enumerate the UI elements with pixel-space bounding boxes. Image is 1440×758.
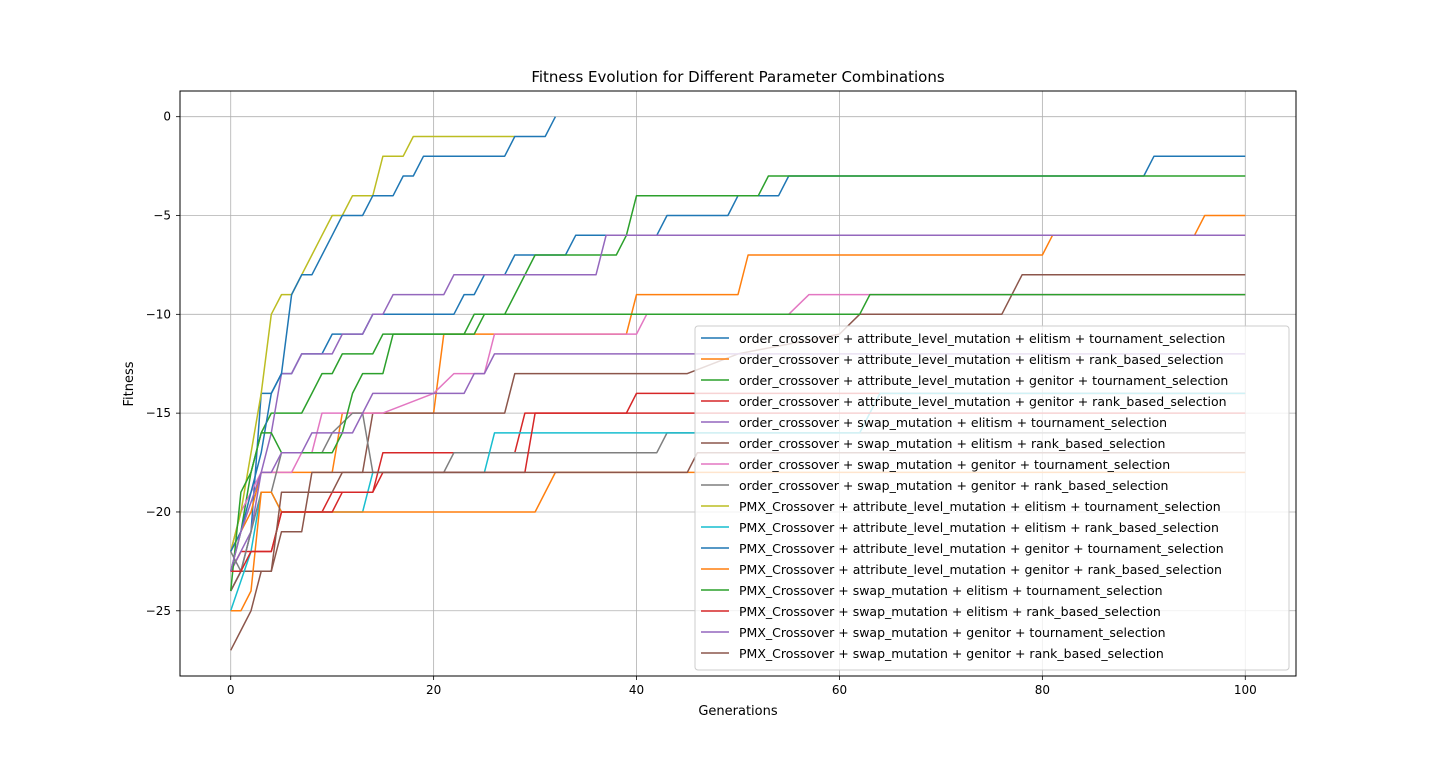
x-tick-label: 20 xyxy=(426,683,441,697)
y-axis-ticks: 0 −5 −10 −15 −20 −25 xyxy=(146,110,180,618)
legend-label: PMX_Crossover + attribute_level_mutation… xyxy=(739,541,1224,556)
legend: order_crossover + attribute_level_mutati… xyxy=(694,325,1290,671)
legend-label: PMX_Crossover + swap_mutation + elitism … xyxy=(739,583,1163,598)
series-line-13 xyxy=(229,293,1246,592)
x-axis-ticks: 0 20 40 60 80 100 xyxy=(227,676,1257,697)
legend-label: order_crossover + attribute_level_mutati… xyxy=(739,394,1227,409)
legend-label: PMX_Crossover + attribute_level_mutation… xyxy=(739,562,1222,577)
series-line-15 xyxy=(229,353,1246,572)
legend-label: order_crossover + swap_mutation + genito… xyxy=(739,457,1170,472)
y-tick-label: −25 xyxy=(146,604,171,618)
series-line-16 xyxy=(230,451,1246,651)
y-tick-label: −10 xyxy=(146,307,171,321)
x-tick-label: 80 xyxy=(1035,683,1050,697)
legend-label: order_crossover + attribute_level_mutati… xyxy=(739,352,1224,367)
series-line-9 xyxy=(229,135,515,552)
series-line-5 xyxy=(230,234,1246,572)
series-lines xyxy=(229,116,1246,651)
legend-label: order_crossover + swap_mutation + elitis… xyxy=(739,415,1167,430)
legend-label: order_crossover + swap_mutation + genito… xyxy=(739,478,1168,493)
legend-label: PMX_Crossover + attribute_level_mutation… xyxy=(739,499,1221,514)
legend-label: PMX_Crossover + swap_mutation + elitism … xyxy=(739,604,1161,619)
y-tick-label: 0 xyxy=(163,110,171,124)
series-line-8 xyxy=(230,412,1246,573)
y-tick-label: −15 xyxy=(146,406,171,420)
y-tick-label: −5 xyxy=(153,209,171,223)
y-axis-label: Fitness xyxy=(122,361,137,406)
plot-frame xyxy=(179,90,1297,677)
legend-box xyxy=(694,325,1290,671)
legend-label: order_crossover + swap_mutation + elitis… xyxy=(739,436,1165,451)
x-tick-label: 60 xyxy=(832,683,847,697)
y-tick-label: −20 xyxy=(146,505,171,519)
chart-title: Fitness Evolution for Different Paramete… xyxy=(531,68,945,86)
series-line-3 xyxy=(229,175,1246,572)
series-line-6 xyxy=(230,274,1246,592)
x-tick-label: 40 xyxy=(629,683,644,697)
x-axis-label: Generations xyxy=(698,704,778,719)
series-line-12 xyxy=(230,471,1246,612)
legend-label: PMX_Crossover + swap_mutation + genitor … xyxy=(739,625,1166,640)
x-tick-label: 100 xyxy=(1234,683,1257,697)
x-tick-label: 0 xyxy=(227,683,235,697)
legend-label: order_crossover + attribute_level_mutati… xyxy=(739,373,1228,388)
legend-label: PMX_Crossover + swap_mutation + genitor … xyxy=(739,646,1164,661)
legend-label: PMX_Crossover + attribute_level_mutation… xyxy=(739,520,1219,535)
legend-label: order_crossover + attribute_level_mutati… xyxy=(739,331,1225,346)
